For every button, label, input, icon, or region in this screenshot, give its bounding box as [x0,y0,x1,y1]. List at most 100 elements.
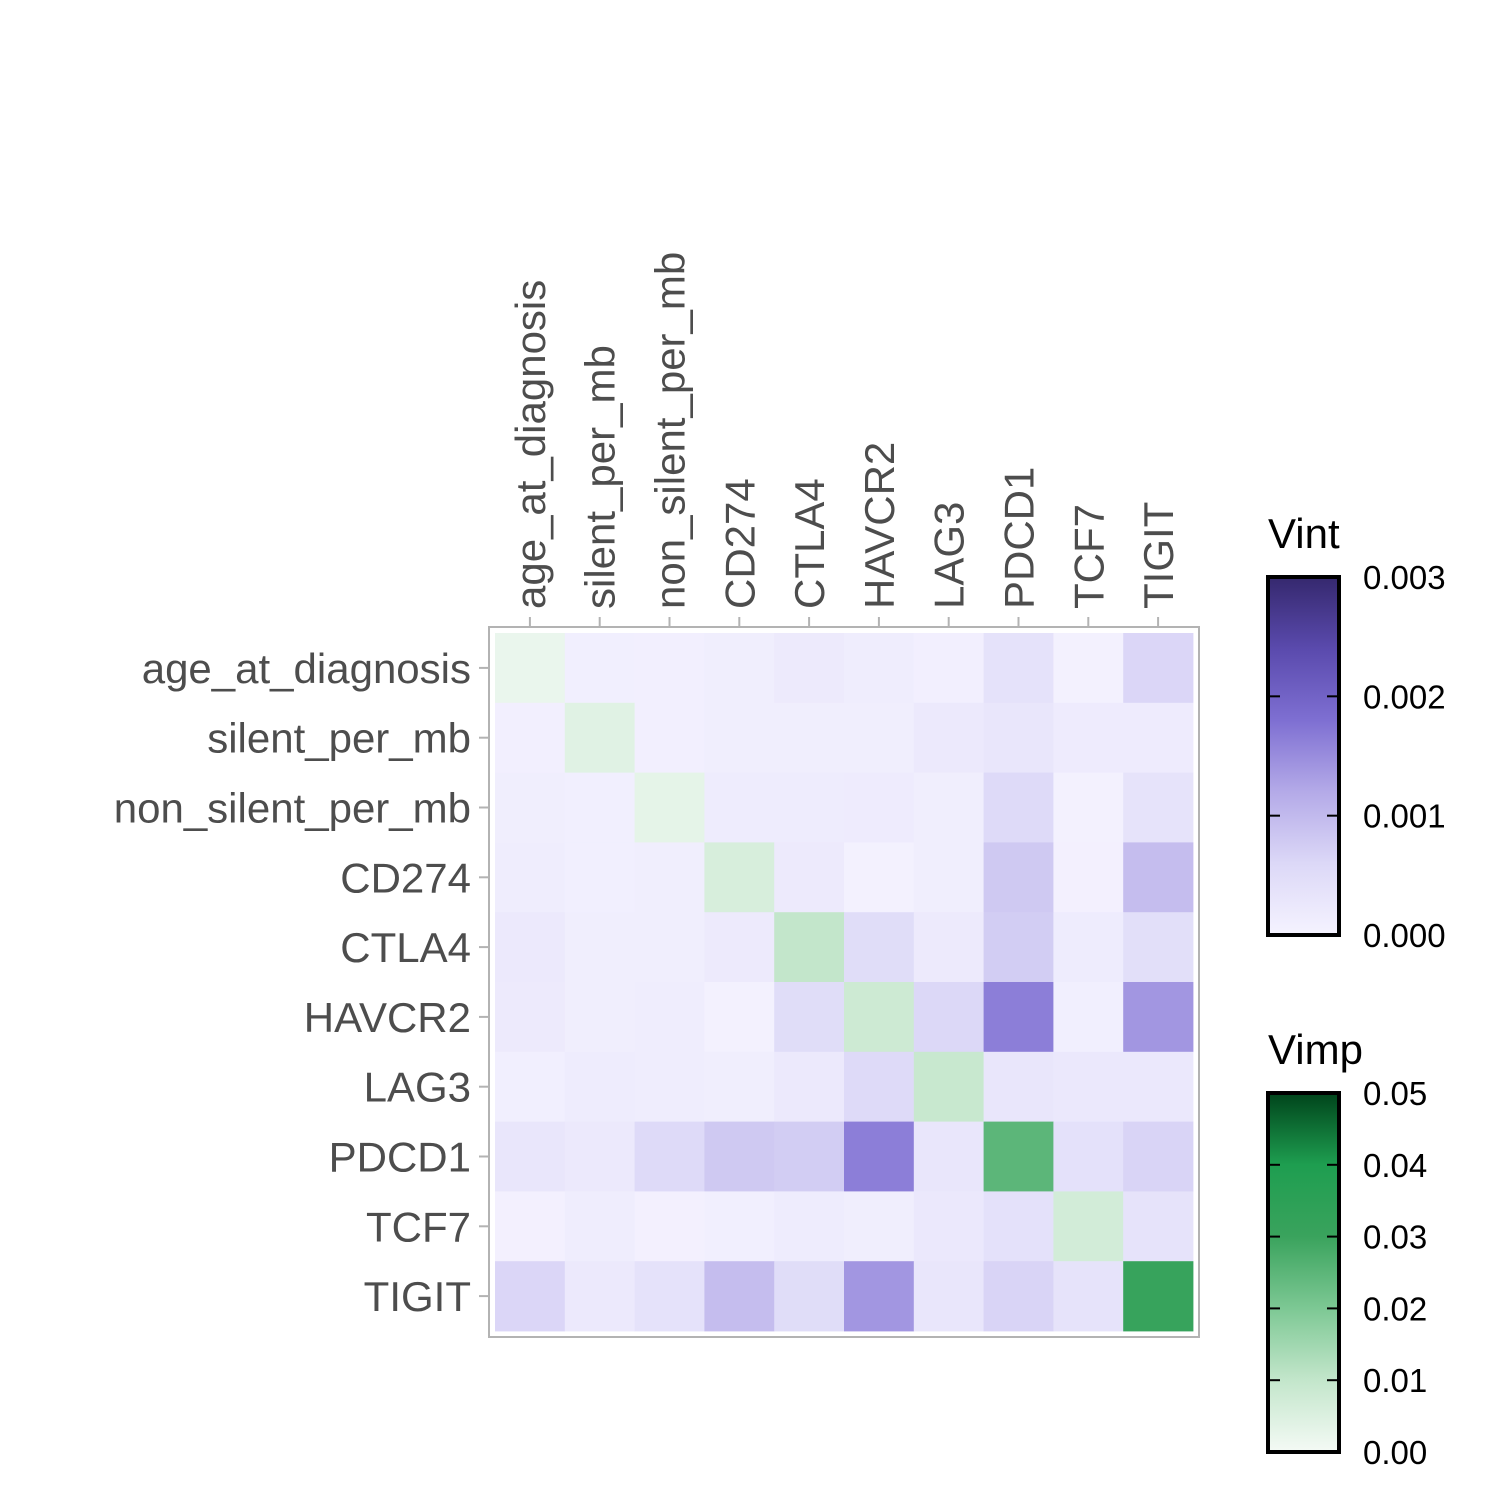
heatmap-cell [634,842,705,913]
vimp-tick-label: 0.04 [1363,1147,1427,1184]
heatmap-cell [1053,1051,1124,1122]
heatmap-cell [1053,633,1124,704]
heatmap-cell [495,1121,566,1192]
heatmap-cell [634,1261,705,1332]
heatmap-cell [634,1191,705,1262]
heatmap-cell [1123,702,1194,773]
heatmap-cell [704,702,775,773]
heatmap-cell [913,1261,984,1332]
heatmap-cell [1053,772,1124,843]
heatmap-cell [564,912,635,983]
vint-tick-label: 0.002 [1363,678,1446,715]
heatmap-cell [1123,1121,1194,1192]
x-tick-label: LAG3 [926,502,973,609]
heatmap-cell [983,772,1054,843]
x-tick-label: silent_per_mb [577,345,624,609]
heatmap-cell [774,842,845,913]
heatmap-cell [495,633,566,704]
heatmap-cell [1053,1191,1124,1262]
heatmap-cell [983,1261,1054,1332]
heatmap-cell [844,633,915,704]
heatmap-cell [634,912,705,983]
heatmap-cell [564,982,635,1053]
heatmap-cell [983,912,1054,983]
heatmap-cell [844,702,915,773]
heatmap-cell [634,1121,705,1192]
heatmap-cell [913,702,984,773]
heatmap-cell [844,1051,915,1122]
heatmap-cell [1123,1261,1194,1332]
heatmap-cell [564,1261,635,1332]
heatmap-cell [844,1261,915,1332]
heatmap-cell [844,982,915,1053]
heatmap-cell [983,1121,1054,1192]
y-tick-label: PDCD1 [329,1134,471,1181]
heatmap-cell [1123,1051,1194,1122]
heatmap-cell [983,633,1054,704]
heatmap-cell [1123,982,1194,1053]
heatmap-cell [774,1191,845,1262]
heatmap-cell [1053,1261,1124,1332]
heatmap-cell [983,1191,1054,1262]
y-tick-label: silent_per_mb [207,715,471,762]
heatmap-cell [495,1261,566,1332]
heatmap-cell [774,1121,845,1192]
vimp-tick-label: 0.03 [1363,1219,1427,1256]
heatmap-cell [564,842,635,913]
heatmap-cell [495,1051,566,1122]
vint-legend-title: Vint [1268,510,1340,557]
y-tick-label: age_at_diagnosis [142,645,471,692]
heatmap-cell [634,702,705,773]
heatmap-cell [564,1051,635,1122]
heatmap-cell [634,633,705,704]
x-tick-label: TCF7 [1065,504,1112,609]
x-tick-label: CTLA4 [786,478,833,609]
x-tick-label: CD274 [716,478,763,609]
heatmap-cell [913,912,984,983]
heatmap-cell [774,912,845,983]
heatmap-cell [913,1121,984,1192]
y-tick-label: TIGIT [364,1273,471,1320]
heatmap-cell [844,842,915,913]
heatmap-cell [913,772,984,843]
heatmap-cell [1123,772,1194,843]
heatmap-cell [774,633,845,704]
heatmap-cell [844,1121,915,1192]
heatmap-cell [1123,633,1194,704]
x-tick-label: TIGIT [1135,502,1182,609]
heatmap-cell [564,633,635,704]
heatmap-cell [774,982,845,1053]
x-tick-label: non_silent_per_mb [647,252,694,609]
heatmap-cell [495,702,566,773]
vimp-tick-label: 0.02 [1363,1290,1427,1327]
heatmap-cell [983,702,1054,773]
vimp-legend-title: Vimp [1268,1026,1363,1073]
vint-colorbar [1268,577,1339,935]
heatmap-cell [704,1121,775,1192]
heatmap-cell [704,772,775,843]
heatmap-cell [704,912,775,983]
x-tick-label: PDCD1 [996,467,1043,609]
heatmap-cell [564,772,635,843]
heatmap-cell [844,1191,915,1262]
heatmap-cell [774,702,845,773]
vint-tick-label: 0.003 [1363,559,1446,596]
heatmap-cell [564,1121,635,1192]
vint-tick-label: 0.000 [1363,917,1446,954]
heatmap-cell [913,633,984,704]
x-tick-label: age_at_diagnosis [507,280,554,609]
heatmap-cell [634,772,705,843]
y-tick-label: LAG3 [364,1064,471,1111]
heatmap-cell [1053,1121,1124,1192]
panel-border [488,626,1200,1338]
heatmap-cell [634,982,705,1053]
heatmap-cell [983,1051,1054,1122]
y-tick-label: non_silent_per_mb [114,785,471,832]
vimp-tick-label: 0.01 [1363,1362,1427,1399]
heatmap-cell [495,912,566,983]
vimp-colorbar [1268,1093,1339,1452]
heatmap-cell [495,982,566,1053]
heatmap-cell [774,1261,845,1332]
heatmap-cell [983,982,1054,1053]
